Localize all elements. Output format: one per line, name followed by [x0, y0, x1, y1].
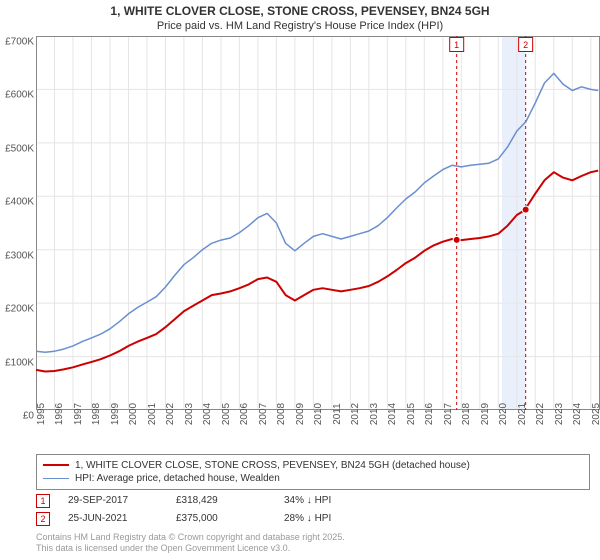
- legend: 1, WHITE CLOVER CLOSE, STONE CROSS, PEVE…: [36, 454, 590, 490]
- y-tick-label: £500K: [5, 143, 34, 154]
- x-tick-label: 2003: [184, 402, 195, 424]
- y-tick-label: £300K: [5, 250, 34, 261]
- x-tick-label: 2025: [591, 402, 600, 424]
- chart-title-line1: 1, WHITE CLOVER CLOSE, STONE CROSS, PEVE…: [0, 0, 600, 20]
- x-tick-label: 2020: [498, 402, 509, 424]
- marker-date: 25-JUN-2021: [68, 513, 158, 524]
- x-tick-label: 2014: [387, 402, 398, 424]
- marker-table: 1 29-SEP-2017 £318,429 34% ↓ HPI 2 25-JUN-202…: [36, 492, 590, 528]
- x-tick-label: 2001: [147, 402, 158, 424]
- x-tick-label: 2010: [313, 402, 324, 424]
- y-tick-label: £0: [23, 411, 34, 422]
- x-tick-label: 1996: [54, 402, 65, 424]
- marker-row: 1 29-SEP-2017 £318,429 34% ↓ HPI: [36, 492, 590, 510]
- plot-area: 12: [36, 36, 600, 410]
- marker-row: 2 25-JUN-2021 £375,000 28% ↓ HPI: [36, 510, 590, 528]
- marker-badge: 1: [36, 494, 50, 508]
- x-tick-label: 2011: [332, 403, 343, 425]
- marker-delta: 28% ↓ HPI: [284, 513, 374, 524]
- x-tick-label: 2013: [369, 402, 380, 424]
- marker-price: £375,000: [176, 513, 266, 524]
- x-tick-label: 2018: [461, 402, 472, 424]
- x-tick-label: 2006: [239, 402, 250, 424]
- legend-label: HPI: Average price, detached house, Weal…: [75, 473, 280, 484]
- x-tick-label: 2008: [276, 402, 287, 424]
- marker-date: 29-SEP-2017: [68, 495, 158, 506]
- x-tick-label: 2023: [554, 402, 565, 424]
- x-tick-label: 2019: [480, 402, 491, 424]
- chart-svg: 12: [36, 36, 600, 410]
- x-axis: 1995199619971998199920002001200220032004…: [36, 410, 600, 450]
- legend-row: 1, WHITE CLOVER CLOSE, STONE CROSS, PEVE…: [43, 459, 583, 472]
- footnote-line1: Contains HM Land Registry data © Crown c…: [36, 532, 590, 543]
- y-tick-label: £600K: [5, 90, 34, 101]
- x-tick-label: 2012: [350, 402, 361, 424]
- chart-container: 1, WHITE CLOVER CLOSE, STONE CROSS, PEVE…: [0, 0, 600, 560]
- y-tick-label: £400K: [5, 197, 34, 208]
- x-tick-label: 1998: [91, 402, 102, 424]
- legend-label: 1, WHITE CLOVER CLOSE, STONE CROSS, PEVE…: [75, 460, 470, 471]
- footnote: Contains HM Land Registry data © Crown c…: [36, 532, 590, 555]
- svg-text:1: 1: [454, 40, 459, 50]
- x-tick-label: 2015: [406, 402, 417, 424]
- x-tick-label: 2021: [517, 402, 528, 424]
- x-tick-label: 2024: [572, 402, 583, 424]
- x-tick-label: 2007: [258, 402, 269, 424]
- chart-title-line2: Price paid vs. HM Land Registry's House …: [0, 20, 600, 36]
- svg-text:2: 2: [523, 40, 528, 50]
- y-tick-label: £700K: [5, 37, 34, 48]
- marker-badge: 2: [36, 512, 50, 526]
- x-tick-label: 2005: [221, 402, 232, 424]
- y-tick-label: £200K: [5, 304, 34, 315]
- x-tick-label: 2004: [202, 402, 213, 424]
- x-tick-label: 2009: [295, 402, 306, 424]
- x-tick-label: 2017: [443, 402, 454, 424]
- x-tick-label: 1995: [36, 402, 47, 424]
- x-tick-label: 2000: [128, 402, 139, 424]
- footnote-line2: This data is licensed under the Open Gov…: [36, 543, 590, 554]
- x-tick-label: 2016: [424, 402, 435, 424]
- y-axis: £0£100K£200K£300K£400K£500K£600K£700K: [0, 42, 36, 416]
- x-tick-label: 2002: [165, 402, 176, 424]
- marker-delta: 34% ↓ HPI: [284, 495, 374, 506]
- legend-swatch: [43, 464, 69, 466]
- x-tick-label: 2022: [535, 402, 546, 424]
- marker-price: £318,429: [176, 495, 266, 506]
- legend-row: HPI: Average price, detached house, Weal…: [43, 472, 583, 485]
- x-tick-label: 1997: [73, 402, 84, 424]
- legend-swatch: [43, 478, 69, 479]
- y-tick-label: £100K: [5, 357, 34, 368]
- x-tick-label: 1999: [110, 402, 121, 424]
